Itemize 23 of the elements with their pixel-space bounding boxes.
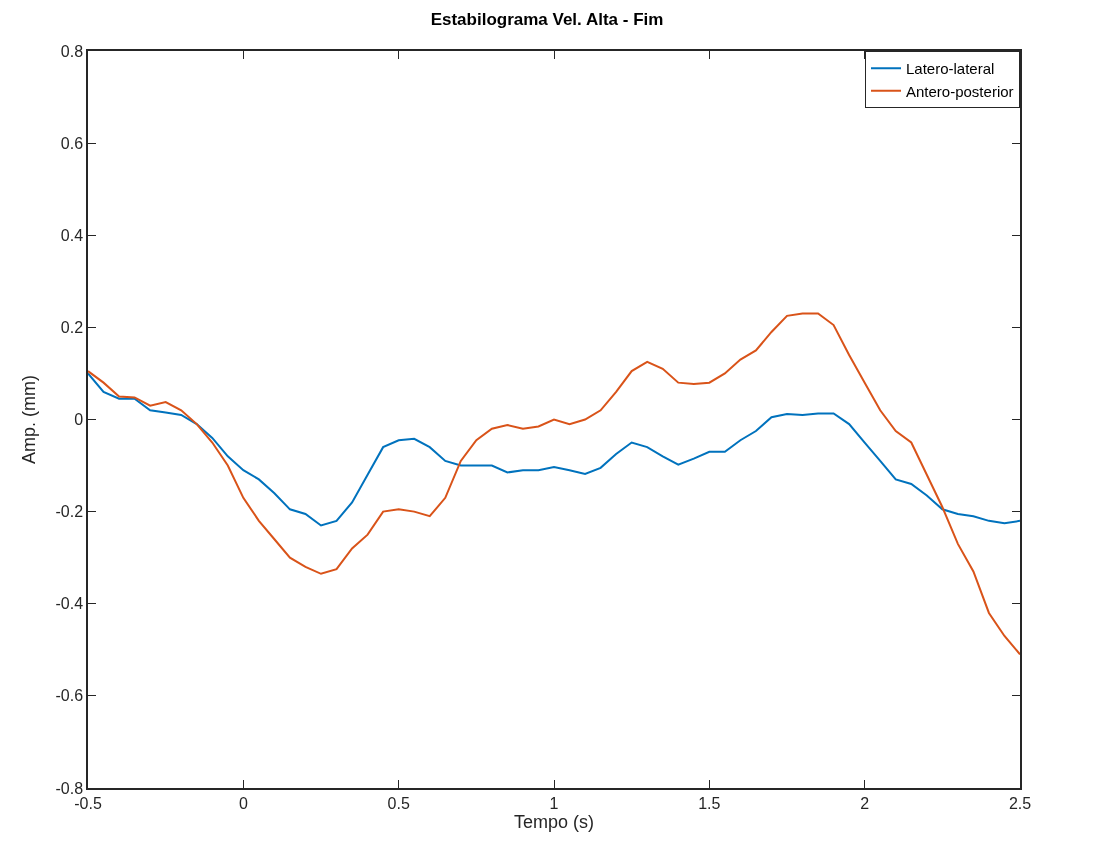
x-tick-label: 0.5: [387, 794, 410, 812]
x-tick-label: 1.5: [698, 794, 721, 812]
y-tick-label: 0.8: [60, 42, 84, 60]
line-series: [88, 372, 1020, 527]
x-tick-label: 0: [238, 794, 248, 812]
x-tick-label: 2: [860, 794, 870, 812]
y-axis-title: Amp. (mm): [19, 375, 40, 464]
y-tick-label: 0: [74, 411, 84, 429]
y-tick-label: -0.8: [55, 779, 84, 797]
x-tick-label: 1: [549, 794, 559, 812]
y-tick-label: -0.4: [55, 595, 84, 613]
legend-label: Antero-posterior: [906, 82, 1014, 100]
x-tick-label: -0.5: [74, 794, 102, 812]
line-series: [88, 312, 1020, 656]
x-tick-label: 2.5: [1008, 794, 1032, 812]
y-tick-label: 0.6: [60, 134, 84, 152]
y-tick-label: -0.2: [55, 503, 84, 521]
y-tick-label: 0.4: [60, 226, 84, 244]
chart-title: Estabilograma Vel. Alta - Fim: [430, 9, 664, 29]
legend-label: Latero-lateral: [906, 60, 995, 78]
y-tick-label: 0.2: [60, 318, 84, 336]
y-tick-label: -0.6: [55, 687, 84, 705]
x-axis-title: Tempo (s): [513, 811, 595, 832]
